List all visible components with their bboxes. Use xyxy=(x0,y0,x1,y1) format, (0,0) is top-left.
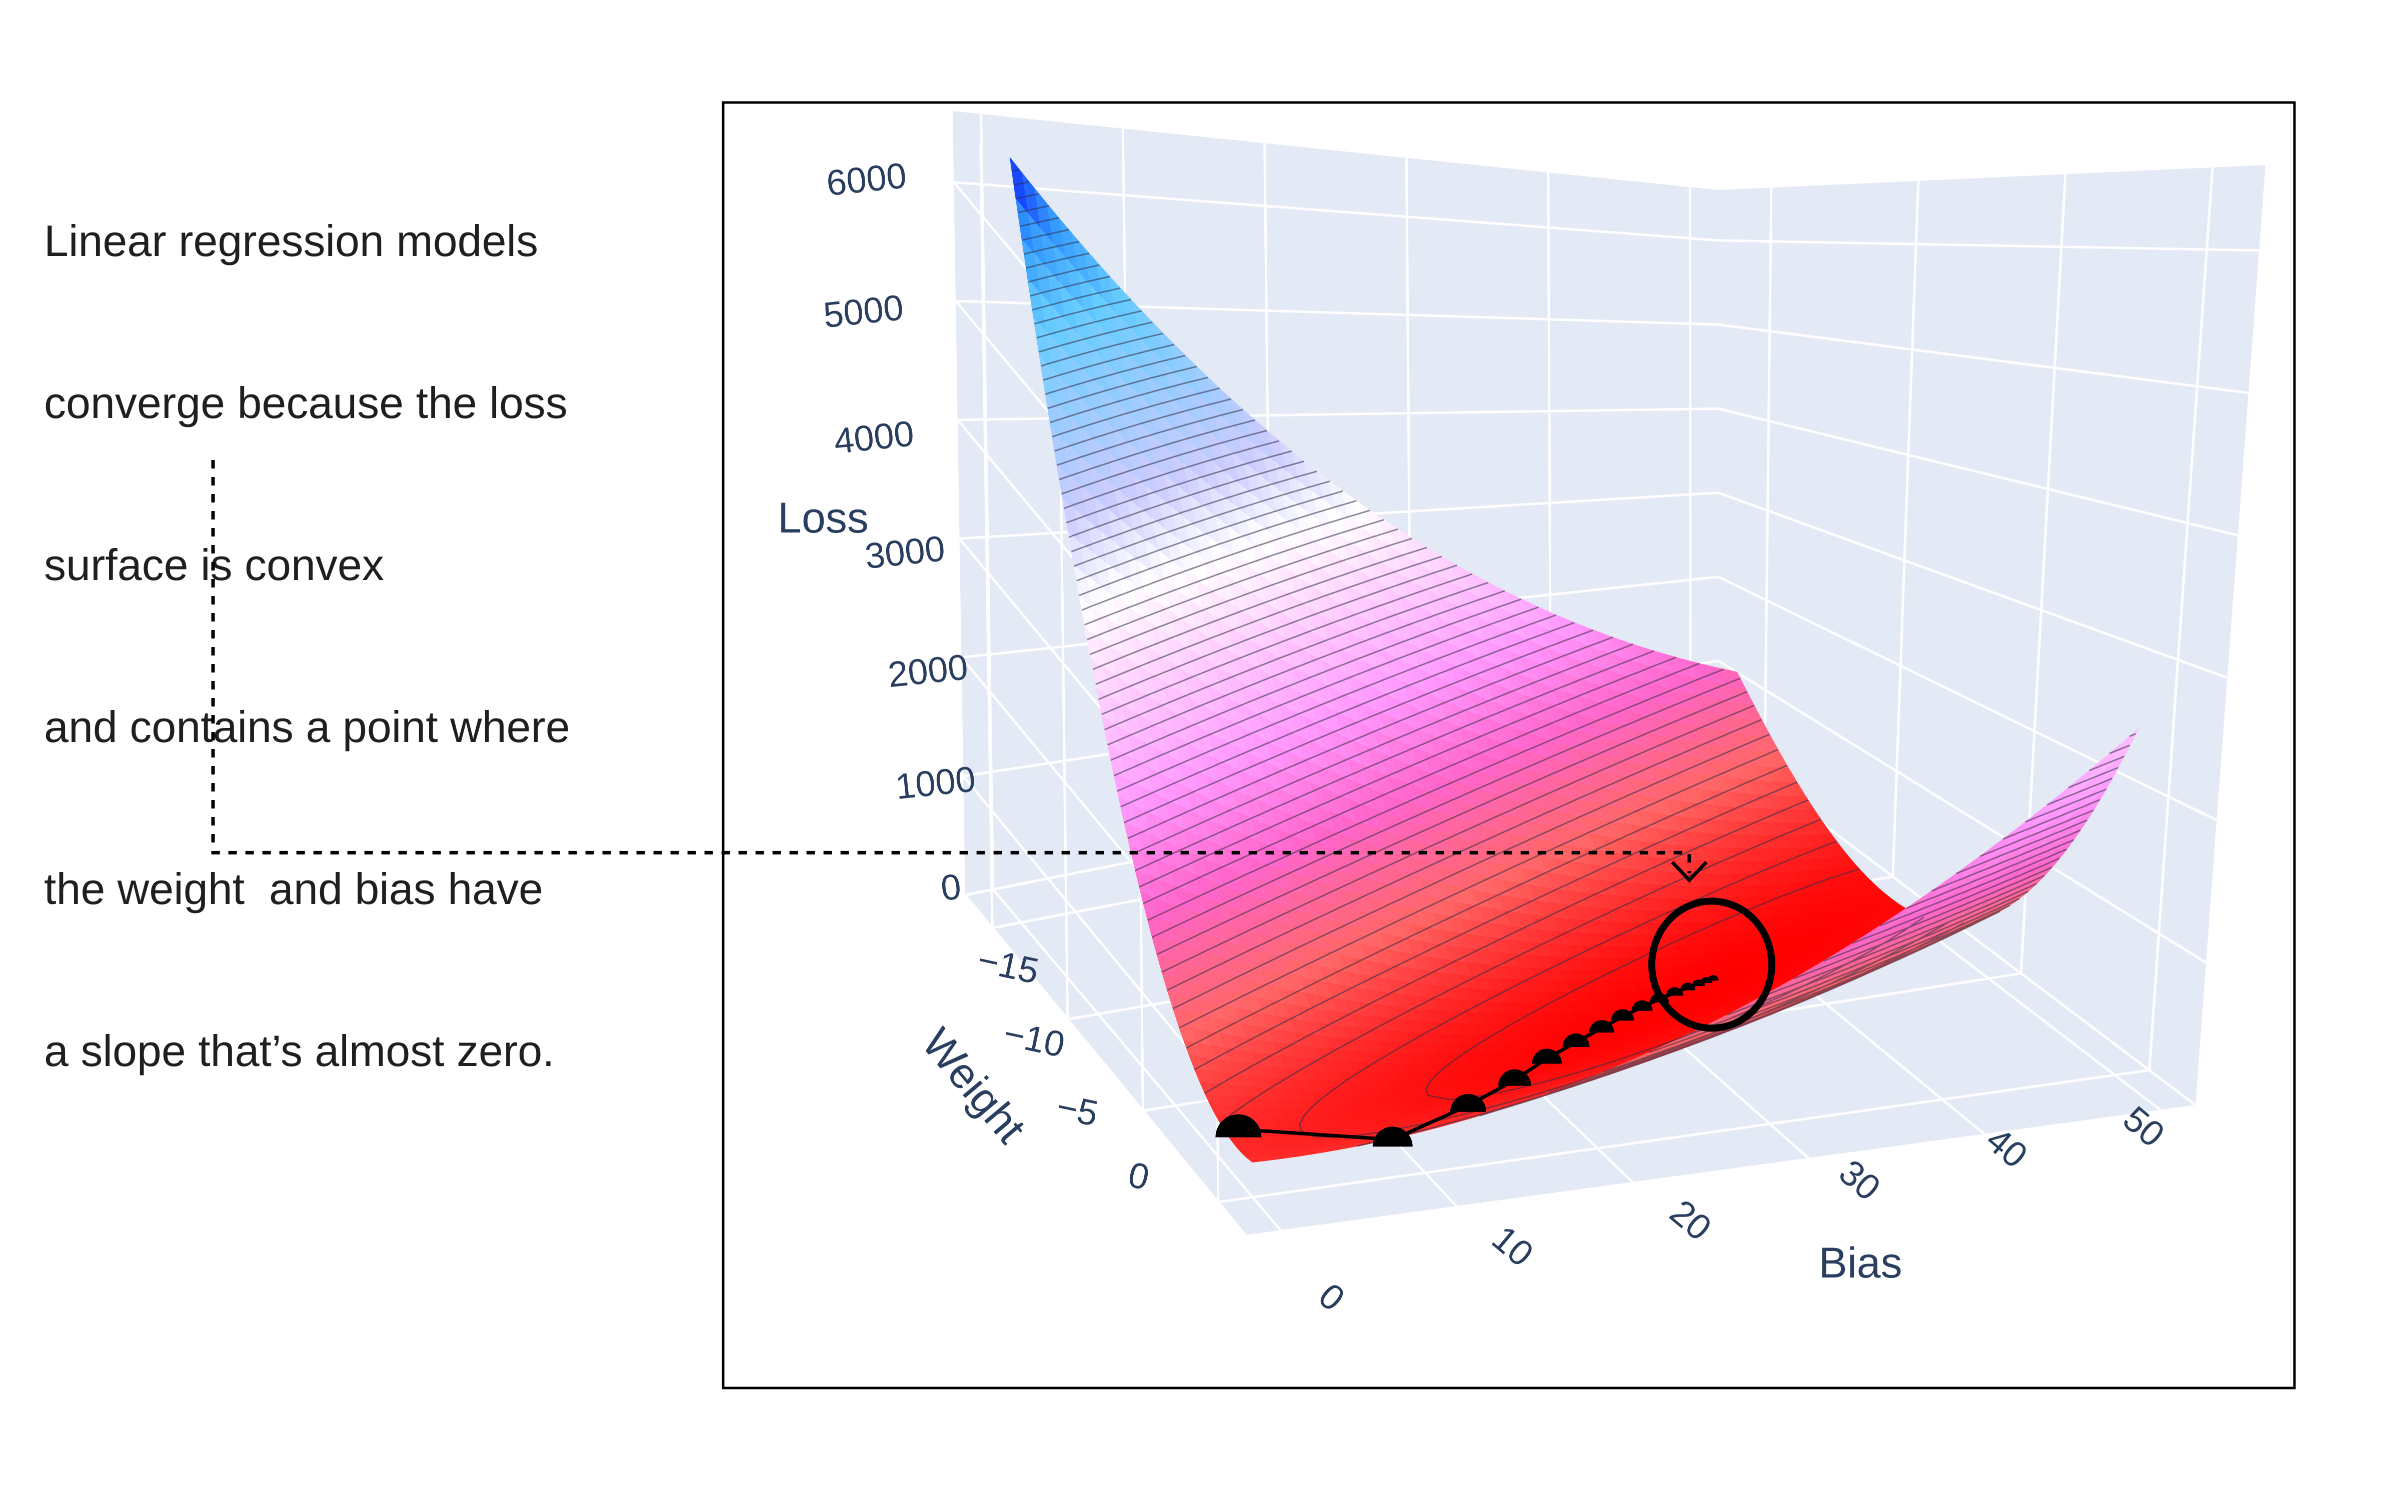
loss-tick-label: 6000 xyxy=(825,156,909,204)
convergence-circle-annotation xyxy=(1648,898,1775,1032)
descent-step-marker xyxy=(1589,1020,1614,1033)
right-wall-pane xyxy=(1718,165,2265,1105)
descent-step-marker xyxy=(1707,975,1719,981)
descent-step-marker xyxy=(1215,1114,1262,1138)
annotation-line: a slope that’s almost zero. xyxy=(44,1026,555,1076)
annotation-line: the weight and bias have xyxy=(44,864,544,914)
surface-contour-lines xyxy=(1012,168,2136,1147)
annotation-text: Linear regression models converge becaus… xyxy=(44,106,714,1132)
descent-step-marker xyxy=(1666,987,1683,996)
annotation-line: converge because the loss xyxy=(44,378,568,428)
descent-step-marker xyxy=(1562,1034,1590,1047)
descent-step-marker xyxy=(1611,1009,1634,1021)
annotation-line: surface is convex xyxy=(44,540,384,590)
descent-step-marker xyxy=(1372,1126,1413,1147)
loss-tick-label: 3000 xyxy=(863,528,947,576)
loss-tick-label: 2000 xyxy=(886,647,970,695)
weight-tick-label: −5 xyxy=(1053,1086,1102,1134)
callout-dotted-arrow xyxy=(211,460,1708,883)
loss-tick-label: 5000 xyxy=(822,288,906,336)
loss-tick-label: 4000 xyxy=(832,414,916,462)
descent-step-marker xyxy=(1680,982,1695,990)
descent-step-marker xyxy=(1498,1069,1531,1086)
loss-tick-label: 1000 xyxy=(894,759,978,807)
gradient-descent-path xyxy=(1215,975,1719,1147)
loss-axis-title: Loss xyxy=(778,494,869,542)
descent-step-marker xyxy=(1532,1048,1562,1064)
annotation-line: Linear regression models xyxy=(44,216,539,266)
descent-step-marker xyxy=(1450,1094,1486,1112)
annotation-line: and contains a point where xyxy=(44,702,570,752)
bias-axis-title: Bias xyxy=(1818,1239,1902,1287)
loss-tick-label: 0 xyxy=(939,866,963,908)
descent-step-marker xyxy=(1631,1000,1653,1011)
